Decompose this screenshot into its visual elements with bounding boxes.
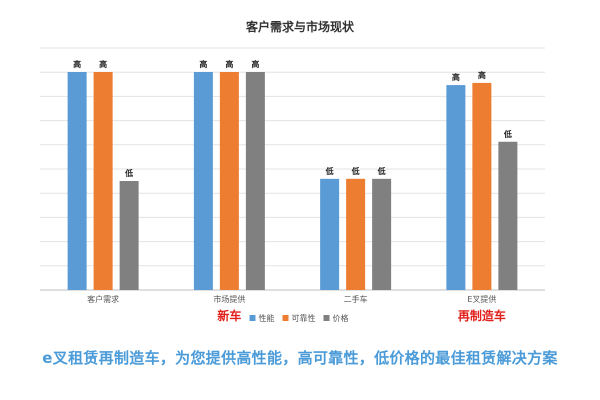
gridlines [40, 47, 545, 291]
bar [119, 181, 139, 290]
annotation: 再制造车 [458, 308, 506, 323]
category-label: 市场提供 [213, 294, 245, 304]
data-label: 高 [73, 59, 81, 69]
bar [93, 72, 113, 290]
bars [67, 72, 518, 291]
data-label: 高 [251, 59, 259, 69]
bar [245, 72, 265, 290]
legend: 性能 可靠性 价格 [249, 313, 349, 323]
bar [219, 72, 239, 290]
data-label: 低 [377, 166, 386, 176]
bar [372, 178, 392, 290]
data-label: 高 [478, 70, 486, 80]
legend-swatch [249, 315, 256, 321]
category-label: 客户需求 [87, 294, 119, 304]
data-label: 低 [351, 166, 360, 176]
data-label: 高 [452, 72, 460, 82]
annotation: 新车 [217, 308, 241, 323]
tagline: e叉租赁再制造车，为您提供高性能，高可靠性，低价格的最佳租赁解决方案 [42, 349, 558, 367]
legend-label: 性能 [259, 313, 275, 323]
data-label: 低 [325, 166, 334, 176]
bar [320, 178, 340, 290]
data-label: 高 [199, 59, 207, 69]
data-label: 低 [503, 129, 512, 139]
category-label: 二手车 [344, 294, 368, 304]
data-label: 高 [99, 59, 107, 69]
bar [446, 85, 466, 290]
data-label: 低 [124, 168, 133, 178]
legend-swatch [282, 315, 289, 321]
bar [346, 178, 366, 290]
chart-title: 客户需求与市场现状 [245, 19, 355, 34]
annotations: 新车 再制造车 [217, 308, 506, 323]
data-label: 高 [225, 59, 233, 69]
legend-label: 可靠性 [292, 313, 316, 323]
bar-chart: 客户需求与市场现状 高高低高高高低低低高 高低 客户需求 市场提供 二手车 E叉提供 新… [40, 19, 545, 323]
bar [498, 141, 518, 290]
category-labels: 客户需求 市场提供 二手车 E叉提供 [87, 294, 496, 304]
legend-label: 价格 [333, 313, 349, 323]
legend-swatch [323, 315, 330, 321]
bar [472, 82, 492, 291]
bar [67, 72, 87, 290]
data-labels: 高高低高高高低低低高 高低 [73, 59, 512, 178]
bar [193, 72, 213, 290]
category-label: E叉提供 [467, 294, 496, 304]
